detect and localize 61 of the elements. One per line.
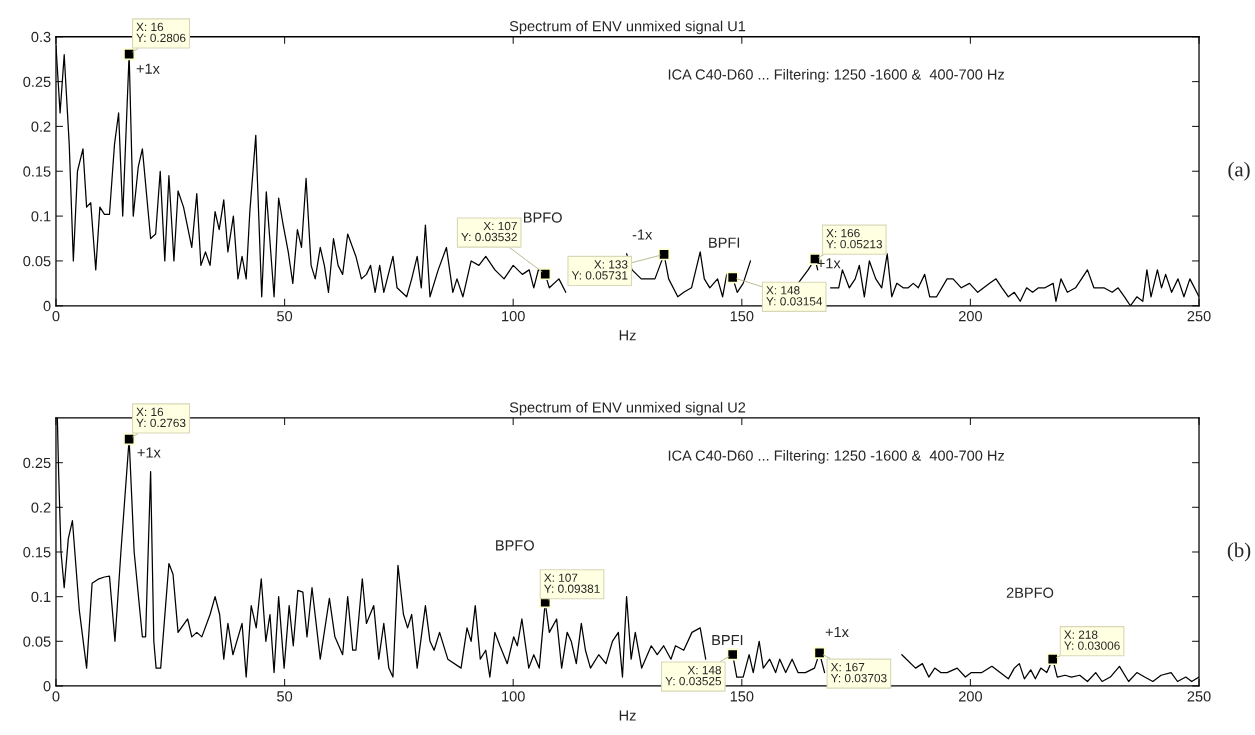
annotation: BPFO	[496, 540, 534, 551]
annotation: X: 107 Y: 0.09381	[544, 573, 600, 593]
point	[123, 48, 136, 61]
y-tick-label: 0.2	[31, 502, 51, 513]
x-axis-title: Hz	[619, 710, 636, 721]
point	[1046, 653, 1059, 666]
x-tick-label: 50	[277, 311, 293, 322]
annotation: BPFO	[523, 212, 562, 223]
annotation: X: 16 Y: 0.2806	[136, 22, 186, 43]
x-tick-label: 100	[502, 311, 525, 322]
text: (a)	[1228, 161, 1250, 181]
annotation: BPFI	[712, 635, 743, 646]
x-axis-title: Hz	[619, 330, 636, 341]
annotation: X: 218 Y: 0.03006	[1064, 630, 1120, 650]
x-tick-label: 250	[1187, 691, 1211, 702]
annotation: X: 148 Y: 0.03154	[766, 286, 823, 306]
annotation: X: 107 Y: 0.03532	[461, 221, 517, 242]
y-tick-label: 0.2	[31, 121, 51, 132]
y-tick-label: 0.25	[23, 457, 51, 469]
text: (b)	[1227, 542, 1251, 562]
point	[813, 646, 826, 659]
point	[726, 648, 739, 661]
annotation: X: 167 Y: 0.03703	[830, 662, 887, 683]
y-tick-label: 0.1	[31, 211, 51, 222]
y-tick-label: 0.05	[23, 256, 51, 267]
annotation: +1x	[817, 258, 841, 269]
chart-title: Spectrum of ENV unmixed signal U2	[509, 401, 746, 416]
annotation: +1x	[825, 627, 849, 638]
x-tick-label: 200	[958, 311, 983, 322]
x-tick-label: 0	[52, 691, 60, 702]
x-tick-label: 50	[277, 691, 293, 702]
annotation: X: 148 Y: 0.03525	[665, 665, 722, 686]
y-tick-label: 0.25	[23, 76, 51, 88]
x-tick-label: 100	[502, 691, 525, 702]
y-tick-label: 0.15	[23, 547, 51, 558]
annotation: X: 166 Y: 0.05213	[826, 228, 883, 249]
point	[123, 433, 136, 446]
annotation: +1x	[137, 447, 161, 458]
annotation: ICA C40-D60 ... Filtering: 1250 -1600 & 400-700 Hz	[668, 68, 1004, 83]
point	[539, 268, 552, 281]
annotation: +1x	[136, 63, 160, 74]
y-tick-label: 0.05	[23, 636, 51, 647]
annotation: X: 133 Y: 0.05731	[571, 260, 628, 280]
y-tick-label: 0.1	[31, 591, 51, 603]
chart-title: Spectrum of ENV unmixed signal U1	[509, 20, 746, 35]
y-tick-label: 0.3	[31, 31, 51, 43]
x-tick-label: 0	[52, 311, 60, 322]
x-tick-label: 150	[730, 691, 754, 702]
x-tick-label: 150	[730, 311, 754, 322]
point	[726, 271, 739, 284]
point	[658, 248, 671, 261]
y-tick-label: 0.15	[23, 166, 51, 177]
annotation: -1x	[632, 229, 653, 240]
annotation: X: 16 Y: 0.2763	[136, 407, 186, 428]
y-tick-label: 0	[43, 681, 51, 692]
annotation: ICA C40-D60 ... Filtering: 1250 -1600 & 400-700 Hz	[668, 450, 1004, 464]
x-tick-label: 250	[1187, 311, 1211, 322]
annotation: BPFI	[709, 237, 740, 248]
annotation: 2BPFO	[1006, 587, 1054, 598]
x-tick-label: 200	[958, 691, 983, 702]
y-tick-label: 0	[43, 300, 51, 312]
